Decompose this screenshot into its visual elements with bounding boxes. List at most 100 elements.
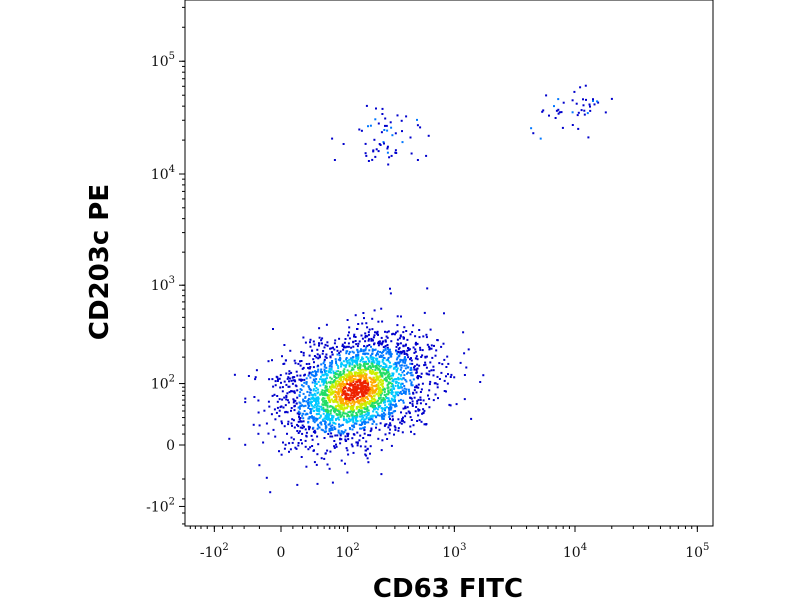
- event-point: [351, 379, 354, 382]
- event-point: [349, 405, 352, 408]
- event-point: [351, 406, 354, 409]
- event-point: [365, 356, 368, 358]
- event-point: [351, 413, 354, 416]
- event-point: [357, 356, 360, 359]
- event-point: [388, 411, 390, 414]
- event-point: [364, 332, 367, 335]
- event-point: [377, 344, 380, 347]
- event-point: [345, 360, 348, 363]
- event-point: [430, 344, 433, 347]
- event-point: [380, 355, 383, 358]
- event-point: [341, 343, 344, 346]
- event-point: [428, 389, 431, 392]
- event-point: [402, 401, 405, 404]
- event-point: [312, 340, 315, 343]
- event-point: [346, 396, 349, 399]
- event-point: [362, 416, 365, 419]
- event-point: [349, 407, 352, 410]
- event-point: [354, 383, 357, 386]
- event-point: [348, 352, 351, 355]
- event-point: [390, 377, 393, 380]
- event-point: [397, 342, 400, 345]
- event-point: [406, 354, 409, 356]
- event-point: [406, 349, 409, 352]
- event-point: [417, 376, 419, 379]
- event-point: [390, 374, 393, 377]
- event-point: [363, 414, 366, 417]
- event-point: [402, 407, 405, 410]
- event-point: [337, 367, 340, 370]
- x-axis-title: CD63 FITC: [373, 574, 523, 600]
- event-point: [336, 409, 339, 412]
- event-point: [391, 415, 394, 418]
- event-point: [397, 348, 400, 351]
- event-point: [325, 370, 328, 372]
- event-point: [345, 398, 348, 400]
- event-point: [390, 126, 393, 129]
- event-point: [410, 374, 413, 377]
- event-point: [348, 365, 351, 368]
- event-point: [387, 163, 390, 166]
- event-point: [379, 388, 382, 391]
- event-point: [389, 355, 392, 358]
- event-point: [362, 364, 365, 367]
- event-point: [317, 364, 320, 367]
- y-tick-label: 104: [151, 164, 175, 183]
- event-point: [405, 330, 408, 332]
- event-point: [355, 371, 357, 374]
- event-point: [384, 407, 387, 410]
- event-point: [297, 425, 300, 428]
- event-point: [373, 398, 376, 400]
- event-point: [397, 418, 400, 421]
- event-point: [389, 428, 391, 431]
- event-point: [337, 392, 340, 395]
- event-point: [322, 393, 324, 396]
- event-point: [345, 357, 348, 359]
- event-point: [401, 130, 403, 133]
- event-point: [432, 399, 435, 402]
- event-point: [388, 403, 391, 406]
- event-point: [343, 373, 346, 376]
- event-point: [247, 375, 250, 377]
- event-point: [407, 356, 410, 359]
- event-point: [356, 431, 359, 434]
- event-point: [343, 390, 345, 393]
- event-point: [377, 378, 380, 381]
- event-point: [296, 412, 299, 415]
- event-point: [419, 396, 422, 399]
- event-point: [335, 408, 338, 411]
- event-point: [409, 401, 412, 404]
- event-point: [303, 425, 305, 428]
- event-point: [307, 403, 310, 406]
- event-point: [282, 406, 285, 409]
- event-point: [329, 429, 332, 432]
- event-point: [334, 381, 337, 384]
- event-point: [311, 416, 314, 419]
- event-point: [287, 401, 290, 404]
- event-point: [345, 400, 348, 403]
- event-point: [363, 422, 366, 425]
- event-point: [320, 428, 323, 431]
- event-point: [324, 408, 327, 411]
- event-point: [356, 356, 358, 359]
- event-point: [364, 336, 367, 339]
- event-point: [281, 390, 284, 393]
- event-point: [228, 437, 231, 440]
- event-point: [328, 367, 331, 370]
- event-point: [391, 333, 394, 336]
- event-point: [283, 380, 286, 383]
- event-point: [331, 424, 334, 427]
- event-point: [397, 429, 400, 432]
- event-point: [336, 373, 339, 376]
- event-point: [337, 416, 340, 419]
- event-point: [392, 374, 394, 377]
- x-tick-label: 104: [563, 542, 587, 561]
- event-point: [396, 338, 399, 341]
- event-point: [465, 366, 468, 369]
- event-point: [346, 383, 349, 385]
- y-tick-label: 105: [151, 51, 175, 70]
- event-point: [326, 396, 329, 399]
- event-point: [360, 334, 363, 337]
- event-point: [369, 445, 372, 448]
- event-point: [322, 400, 325, 403]
